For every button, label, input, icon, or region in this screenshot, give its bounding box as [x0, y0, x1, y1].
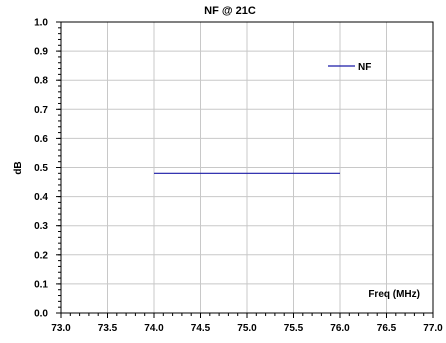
y-tick-label: 0.4: [34, 192, 48, 203]
chart-title: NF @ 21C: [204, 5, 256, 17]
x-tick-label: 74.5: [191, 323, 211, 334]
y-tick-label: 0.1: [34, 279, 48, 290]
y-tick-label: 0.3: [34, 221, 48, 232]
x-axis-label: Freq (MHz): [368, 289, 420, 300]
legend-label-nf: NF: [358, 62, 371, 73]
grid-lines: [61, 22, 433, 313]
x-tick-label: 77.0: [423, 323, 443, 334]
x-tick-label: 76.0: [330, 323, 350, 334]
y-axis-label: dB: [13, 161, 24, 174]
x-tick-label: 75.5: [284, 323, 304, 334]
x-tick-label: 75.0: [237, 323, 257, 334]
x-tick-label: 73.0: [51, 323, 71, 334]
x-tick-label: 74.0: [144, 323, 164, 334]
y-tick-label: 0.5: [34, 163, 48, 174]
x-tick-labels: 73.0 73.5 74.0 74.5 75.0 75.5 76.0 76.5 77.0: [51, 323, 443, 334]
y-tick-label: 0.9: [34, 47, 48, 58]
y-tick-label: 1.0: [34, 18, 48, 29]
legend: NF: [328, 62, 371, 73]
y-tick-labels: 0.0 0.1 0.2 0.3 0.4 0.5 0.6 0.7 0.8 0.9 1.0: [34, 18, 48, 320]
y-tick-label: 0.6: [34, 134, 48, 145]
x-tick-label: 76.5: [377, 323, 397, 334]
y-tick-label: 0.2: [34, 250, 48, 261]
y-tick-label: 0.0: [34, 309, 48, 320]
x-tick-label: 73.5: [98, 323, 118, 334]
y-tick-label: 0.8: [34, 76, 48, 87]
minor-ticks: [56, 21, 434, 318]
y-tick-label: 0.7: [34, 105, 48, 116]
